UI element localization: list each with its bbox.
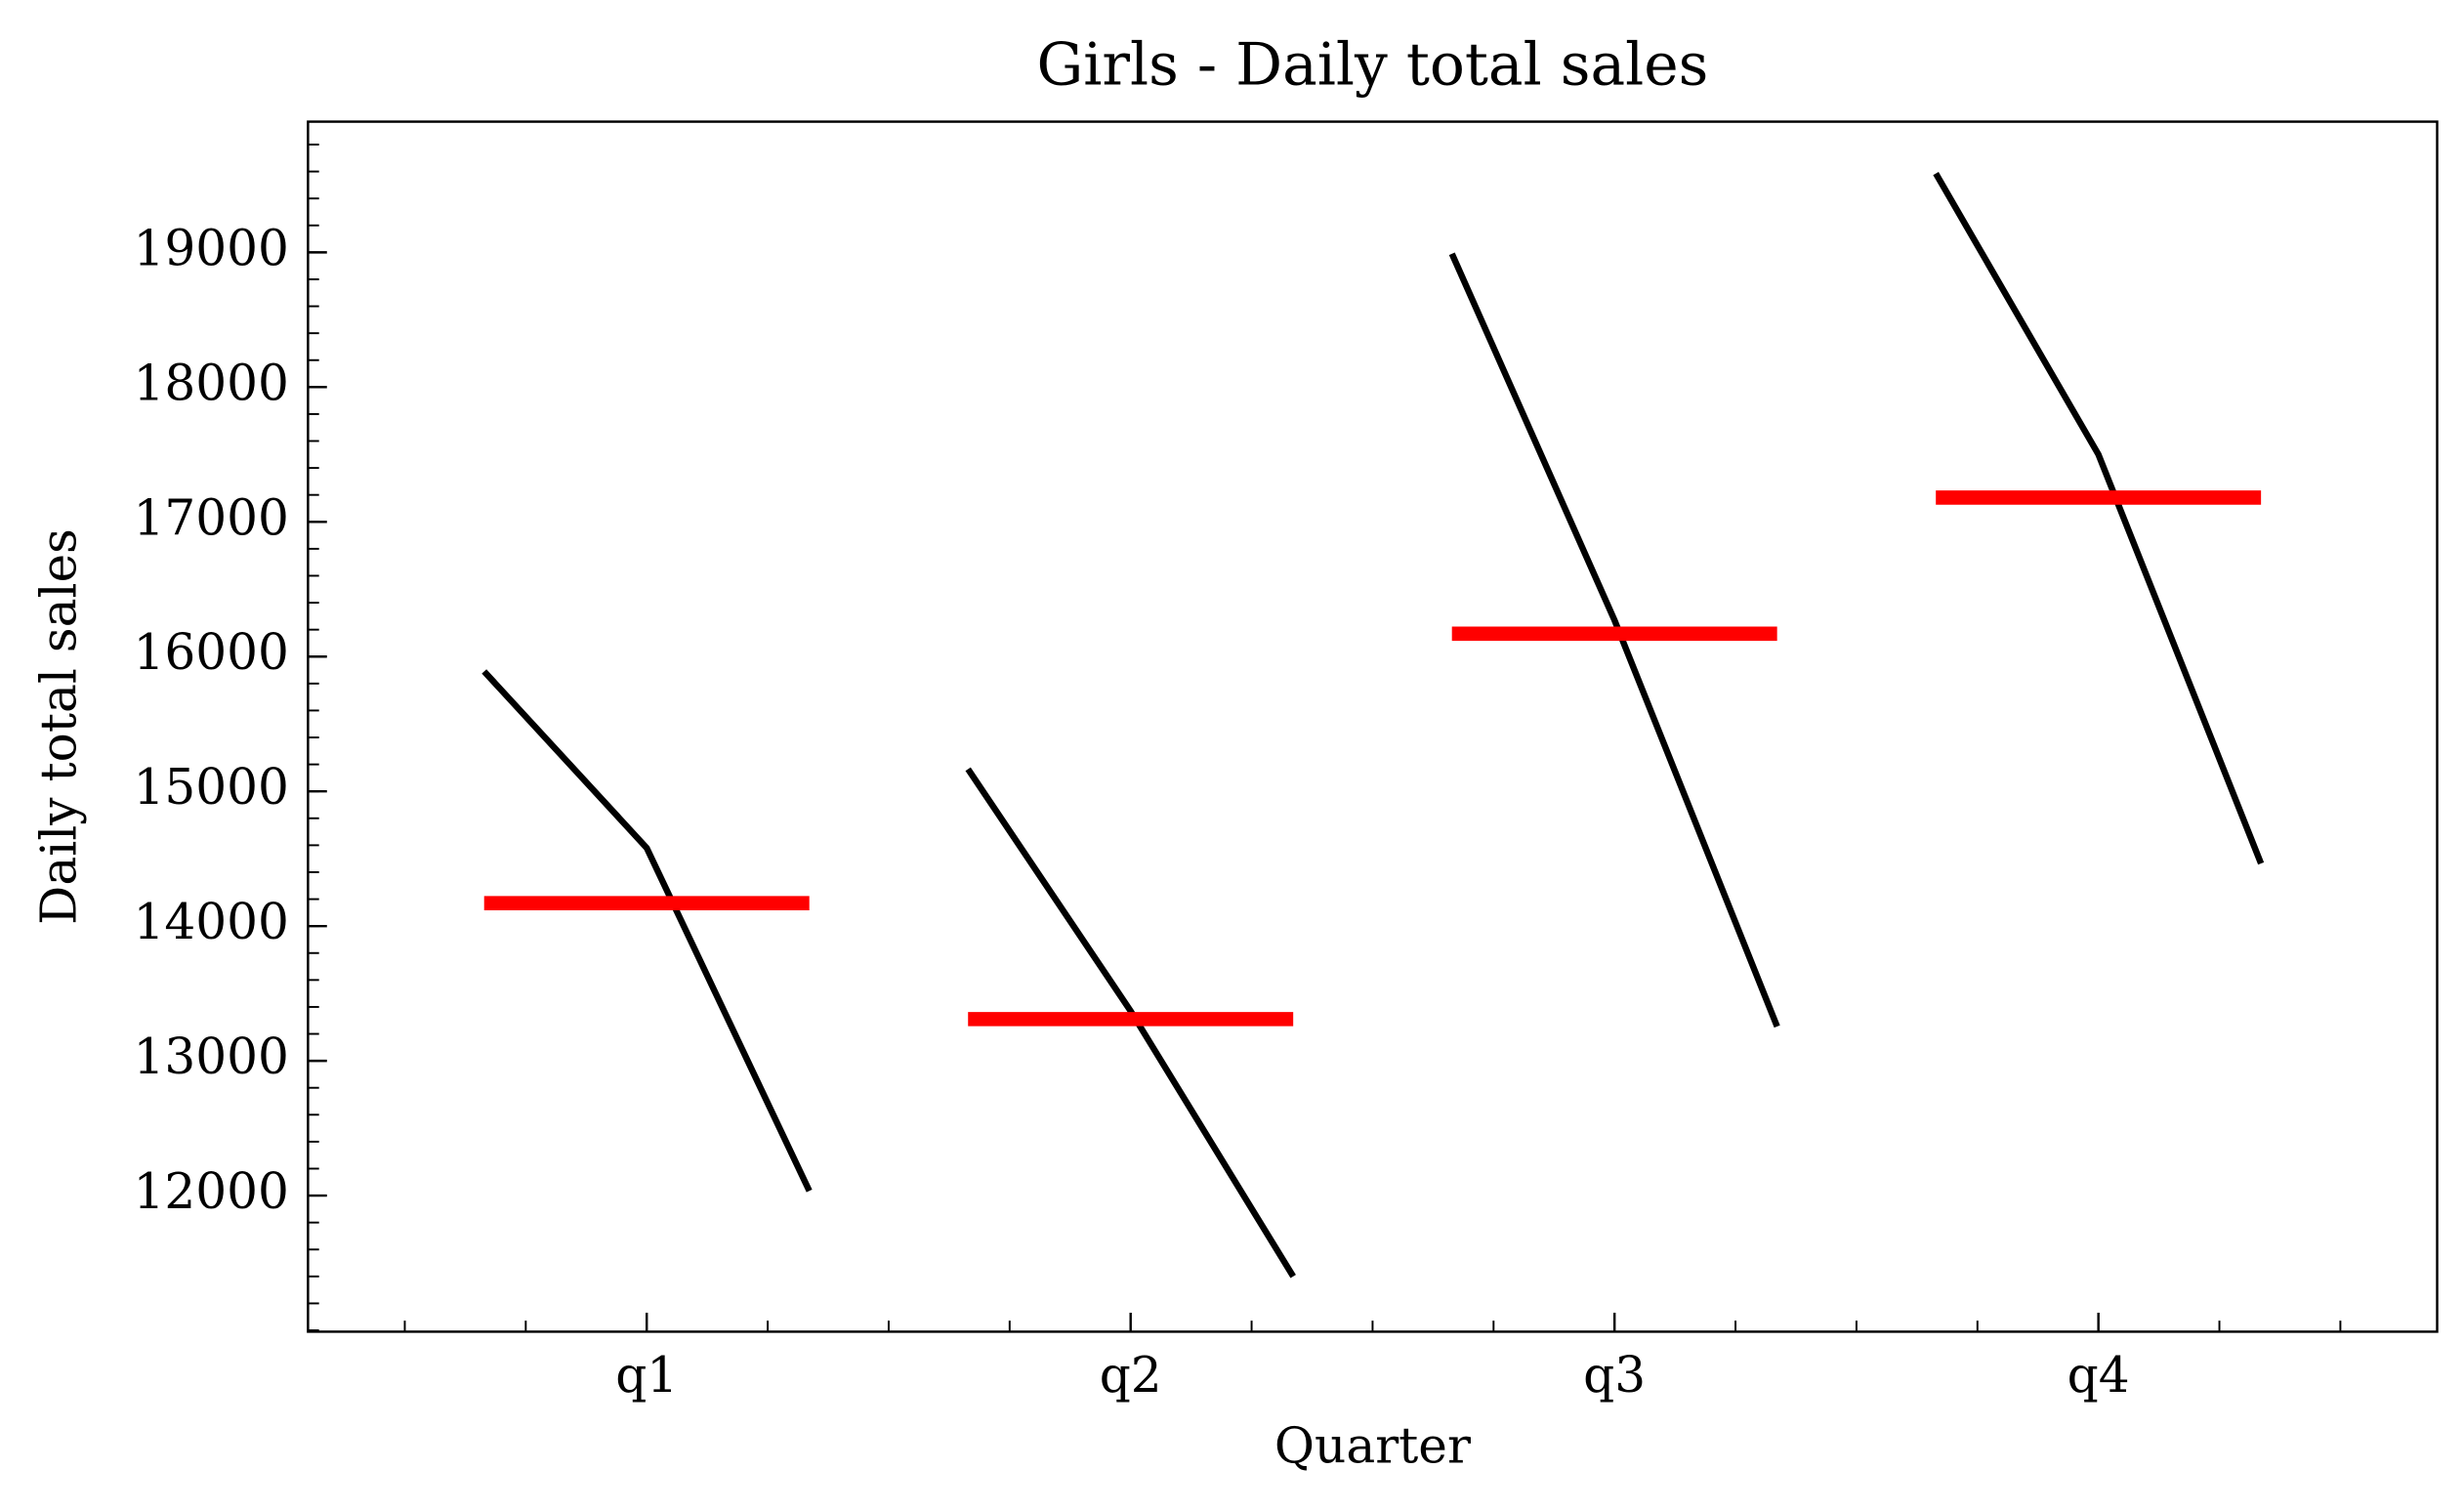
y-tick-label: 13000 [133,1028,288,1085]
x-tick-label: q3 [1583,1346,1646,1404]
plot-frame [307,120,2439,1333]
quarter-line [965,767,1296,1279]
quarter-line [481,669,813,1193]
y-tick-label: 14000 [133,893,288,950]
quarter-line [1933,172,2265,865]
chart-title: Girls - Daily total sales [1036,31,1708,100]
y-tick-label: 19000 [133,219,288,276]
y-tick-label: 17000 [133,488,288,546]
x-axis-label: Quarter [1274,1417,1471,1475]
y-tick-label: 12000 [133,1162,288,1220]
quarter-line [1448,252,1780,1028]
y-axis-label: Daily total sales [30,528,88,925]
y-tick-label: 18000 [133,354,288,411]
x-tick-label: q2 [1100,1346,1162,1404]
x-tick-label: q4 [2067,1346,2130,1404]
y-tick-label: 15000 [133,758,288,816]
y-tick-label: 16000 [133,623,288,681]
x-tick-label: q1 [615,1346,678,1404]
